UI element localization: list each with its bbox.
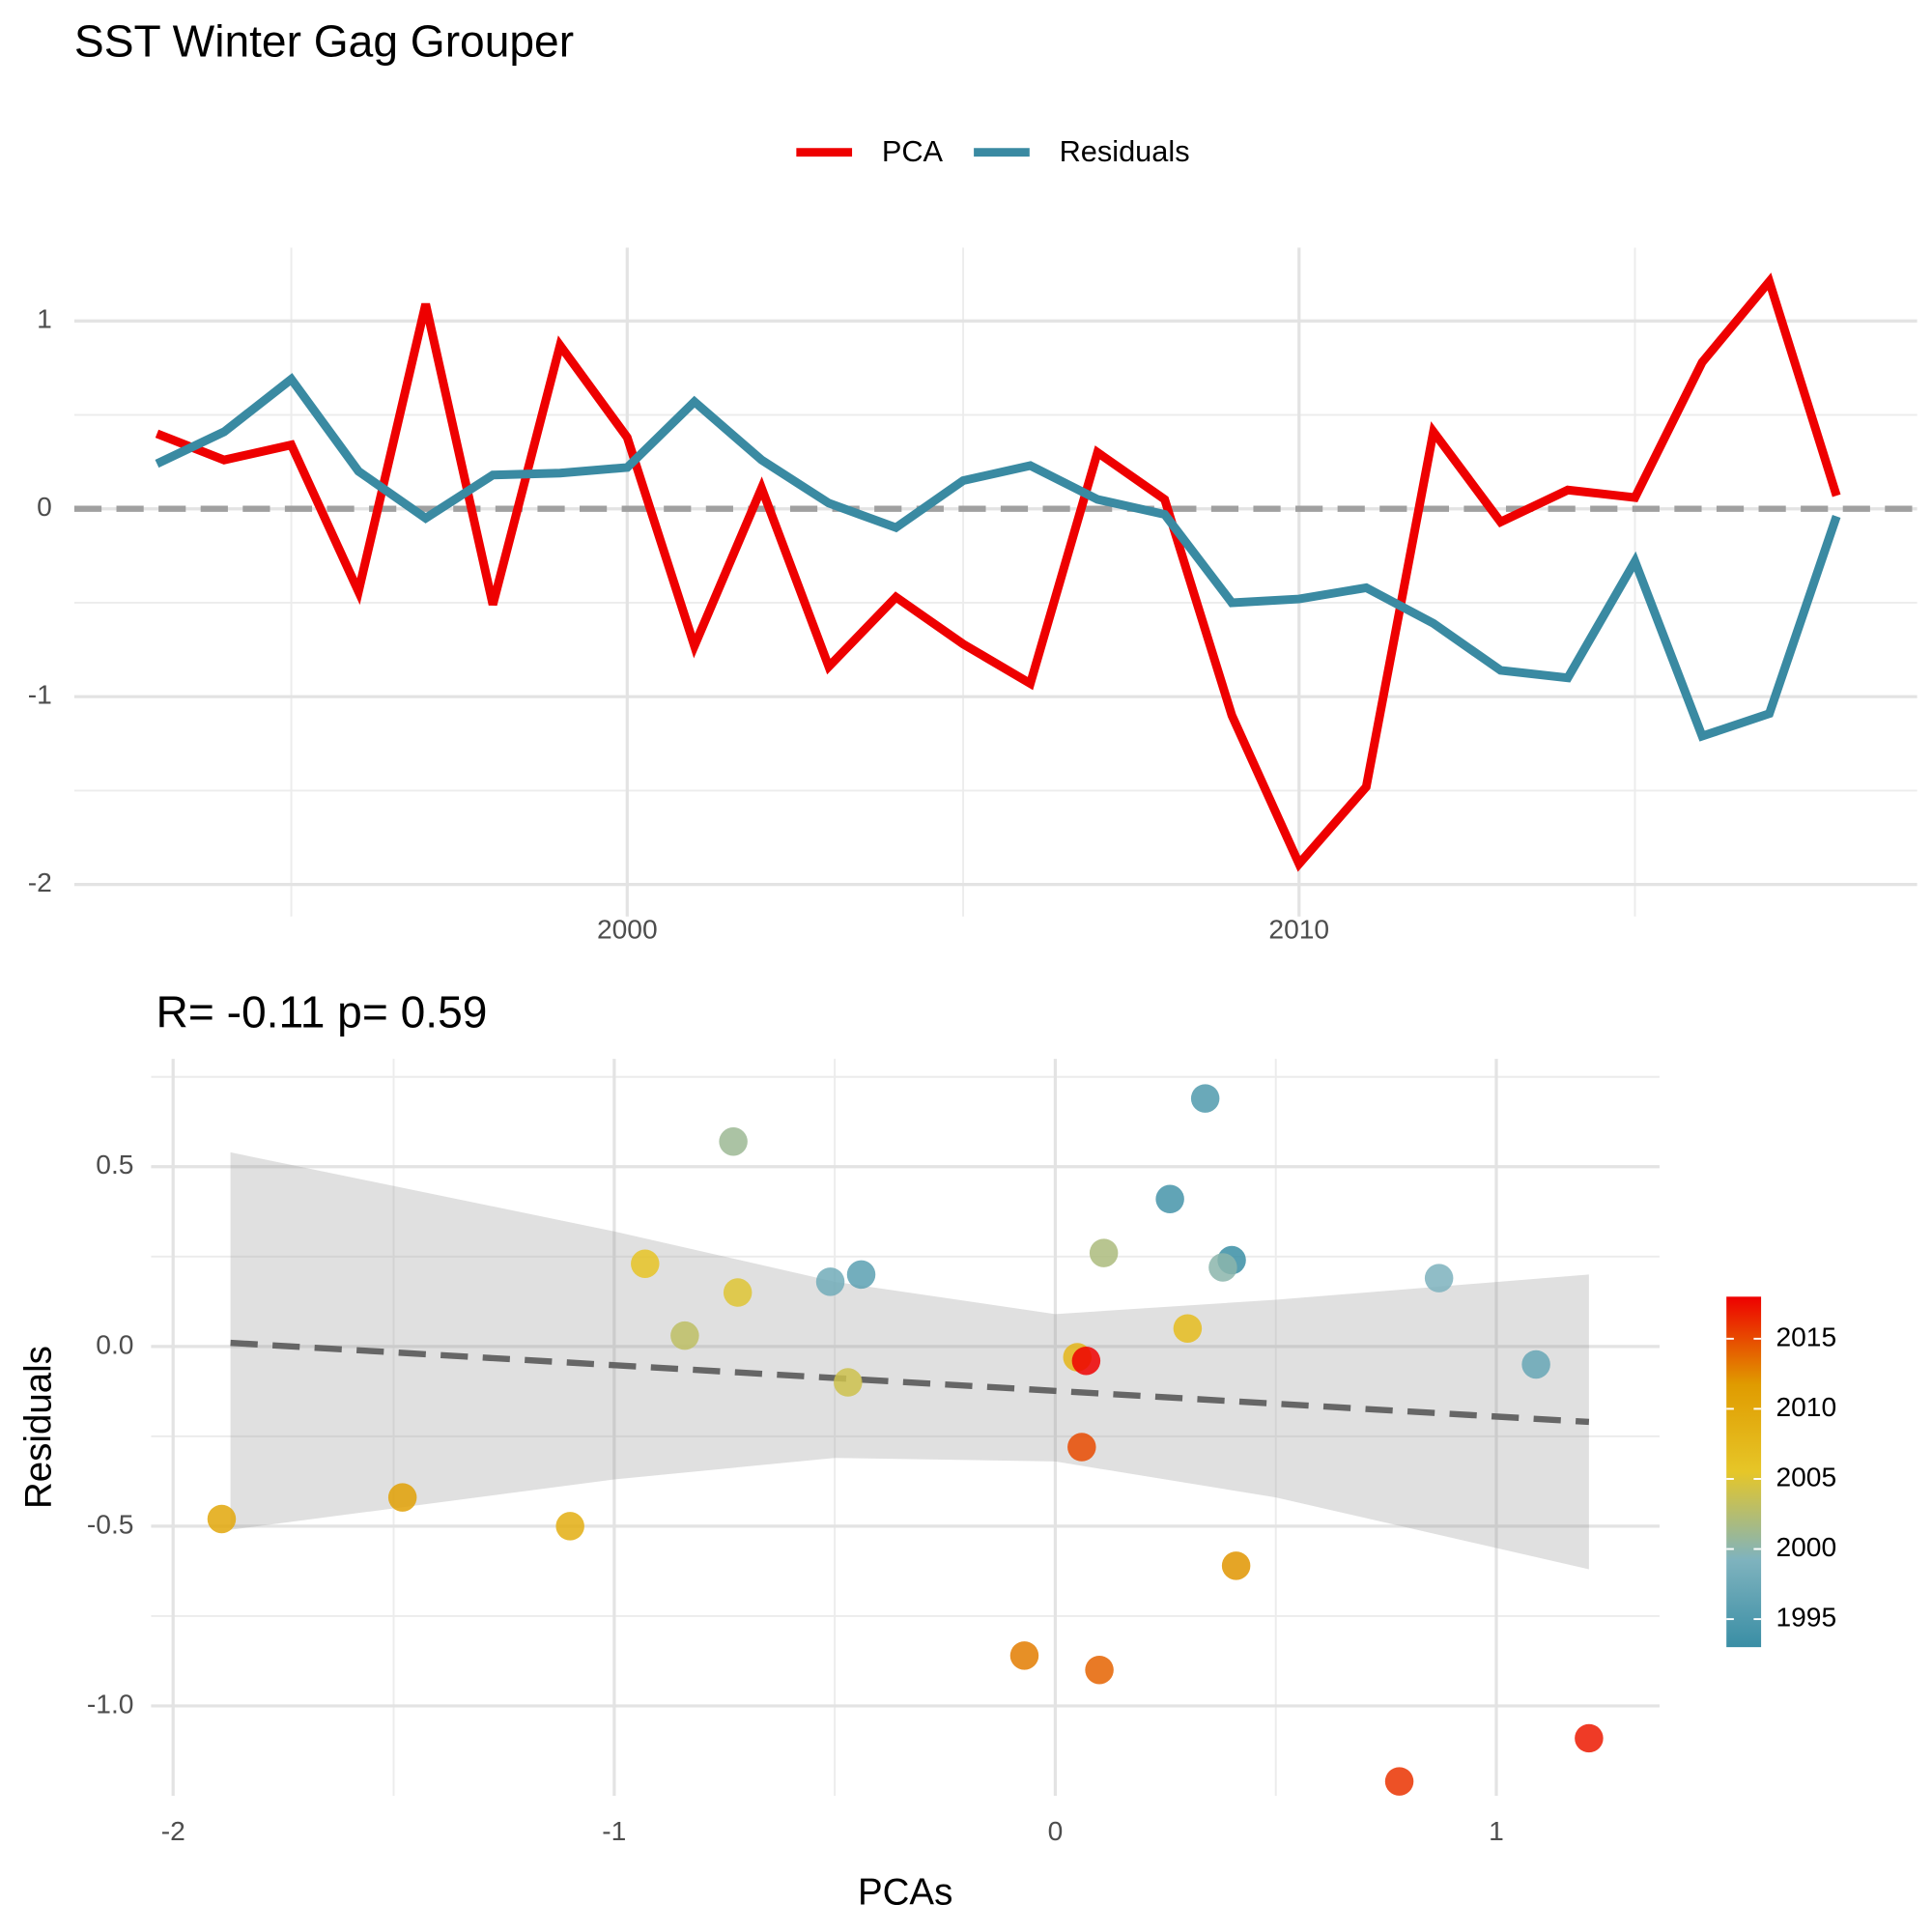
fit-line [230,1339,1590,1426]
colorbar-label: 1995 [1776,1602,1836,1633]
x-axis-label: PCAs [858,1872,952,1914]
y-tick-label: 0.5 [96,1149,133,1179]
y-tick-label: 0.0 [96,1328,133,1359]
x-tick-label: 2010 [1268,914,1329,945]
figure-title: SST Winter Gag Grouper [74,15,574,66]
point [1067,1433,1096,1462]
point [1424,1264,1454,1293]
x-tick-label: -2 [161,1815,185,1846]
legend-label: PCA [882,134,944,168]
point [555,1512,584,1541]
point [846,1260,876,1290]
confidence-band [230,1151,1589,1570]
y-tick-label: 1 [37,303,52,334]
point [1085,1655,1114,1685]
point [1208,1253,1237,1282]
colorbar-label: 2010 [1776,1391,1836,1422]
point [670,1321,699,1350]
y-axis-label: Residuals [17,1346,59,1509]
point [207,1504,237,1534]
point [815,1267,845,1296]
colorbar [1726,1296,1762,1648]
point [1575,1723,1604,1753]
x-tick-label: 0 [1048,1815,1064,1846]
point [1173,1314,1203,1343]
point [1521,1350,1550,1379]
subtitle: R= -0.11 p= 0.59 [156,986,488,1037]
point [1384,1767,1414,1796]
point [1221,1551,1251,1580]
colorbar-label: 2015 [1776,1321,1836,1351]
y-tick-label: 0 [37,491,52,522]
point [719,1126,748,1156]
series-line [155,272,1841,872]
y-tick-label: -0.5 [87,1508,134,1539]
point [1155,1184,1184,1214]
colorbar-label: 2000 [1776,1531,1836,1562]
point [834,1368,863,1397]
y-tick-label: -1.0 [87,1688,134,1719]
point [1089,1238,1119,1267]
point [387,1483,417,1512]
legend-label: Residuals [1060,134,1190,168]
point [1009,1641,1039,1670]
series-line [155,373,1841,742]
point [1190,1084,1220,1113]
x-tick-label: -1 [602,1815,626,1846]
x-tick-label: 1 [1489,1815,1504,1846]
colorbar-label: 2005 [1776,1461,1836,1492]
point [1071,1346,1101,1376]
point [723,1278,753,1307]
point [631,1249,660,1278]
x-tick-label: 2000 [597,914,658,945]
y-tick-label: -1 [28,679,52,710]
y-tick-label: -2 [28,867,52,897]
